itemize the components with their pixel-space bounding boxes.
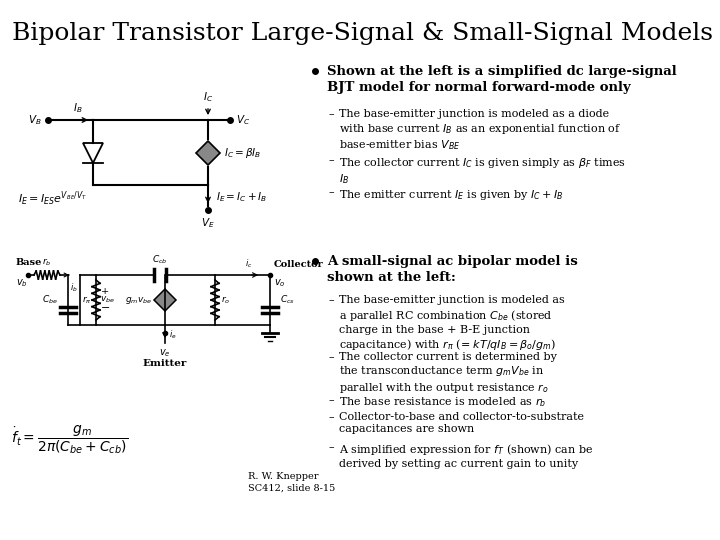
Text: The base resistance is modeled as $r_b$: The base resistance is modeled as $r_b$ [339, 395, 546, 409]
Text: –: – [329, 442, 335, 452]
Text: Emitter: Emitter [143, 359, 187, 368]
Text: The emitter current $I_E$ is given by $I_C + I_B$: The emitter current $I_E$ is given by $I… [339, 187, 563, 201]
Text: –: – [329, 187, 335, 198]
Text: –: – [329, 412, 335, 422]
Text: The collector current $I_C$ is given simply as $\beta_F$ times
$I_B$: The collector current $I_C$ is given sim… [339, 156, 626, 186]
Text: $I_E = I_{ES}e^{V_{BE}/V_T}$: $I_E = I_{ES}e^{V_{BE}/V_T}$ [18, 190, 87, 208]
Text: $I_C$: $I_C$ [203, 90, 213, 104]
Text: A small-signal ac bipolar model is
shown at the left:: A small-signal ac bipolar model is shown… [327, 255, 577, 284]
Text: Collector: Collector [274, 260, 324, 269]
Text: –: – [329, 156, 335, 165]
Text: $C_{cs}$: $C_{cs}$ [280, 294, 295, 306]
Text: $i_e$: $i_e$ [169, 329, 176, 341]
Text: –: – [329, 109, 335, 119]
Text: $\dot{f}_t = \dfrac{g_m}{2\pi(C_{be}+C_{cb})}$: $\dot{f}_t = \dfrac{g_m}{2\pi(C_{be}+C_{… [12, 423, 129, 456]
Polygon shape [196, 141, 220, 165]
Text: $I_B$: $I_B$ [73, 101, 83, 115]
Text: Shown at the left is a simplified dc large-signal
BJT model for normal forward-m: Shown at the left is a simplified dc lar… [327, 65, 677, 94]
Text: −: − [101, 303, 110, 313]
Text: $i_c$: $i_c$ [245, 258, 253, 270]
Text: R. W. Knepper
SC412, slide 8-15: R. W. Knepper SC412, slide 8-15 [248, 472, 336, 493]
Polygon shape [154, 289, 176, 311]
Text: The collector current is determined by
the transconductance term $g_mV_{be}$ in
: The collector current is determined by t… [339, 352, 557, 395]
Text: $C_{cb}$: $C_{cb}$ [152, 253, 168, 266]
Text: $r_o$: $r_o$ [221, 294, 230, 306]
Text: $V_E$: $V_E$ [201, 216, 215, 230]
Text: $v_{be}$: $v_{be}$ [100, 295, 115, 305]
Text: $v_b$: $v_b$ [16, 277, 28, 289]
Text: $g_m v_{be}$: $g_m v_{be}$ [125, 294, 152, 306]
Text: +: + [101, 287, 109, 296]
Text: $v_o$: $v_o$ [274, 277, 286, 289]
Text: $v_e$: $v_e$ [159, 347, 171, 359]
Text: $V_C$: $V_C$ [236, 113, 250, 127]
Text: $r_b$: $r_b$ [42, 256, 52, 268]
Text: –: – [329, 395, 335, 406]
Text: $I_E = I_C + I_B$: $I_E = I_C + I_B$ [216, 190, 267, 204]
Text: –: – [329, 352, 335, 362]
Text: $V_B$: $V_B$ [28, 113, 42, 127]
Text: $r_\pi$: $r_\pi$ [82, 294, 92, 306]
Text: $C_{be}$: $C_{be}$ [42, 294, 58, 306]
Text: The base-emitter junction is modeled as a diode
with base current $I_B$ as an ex: The base-emitter junction is modeled as … [339, 109, 621, 152]
Text: Base: Base [16, 258, 42, 267]
Text: Collector-to-base and collector-to-substrate
capacitances are shown: Collector-to-base and collector-to-subst… [339, 412, 584, 434]
Text: The base-emitter junction is modeled as
a parallel RC combination $C_{be}$ (stor: The base-emitter junction is modeled as … [339, 295, 564, 353]
Text: –: – [329, 295, 335, 305]
Text: $I_C = \beta I_B$: $I_C = \beta I_B$ [224, 146, 261, 160]
Text: Bipolar Transistor Large-Signal & Small-Signal Models: Bipolar Transistor Large-Signal & Small-… [12, 22, 713, 45]
Text: $i_b$: $i_b$ [70, 281, 78, 294]
Text: A simplified expression for $f_T$ (shown) can be
derived by setting ac current g: A simplified expression for $f_T$ (shown… [339, 442, 593, 469]
